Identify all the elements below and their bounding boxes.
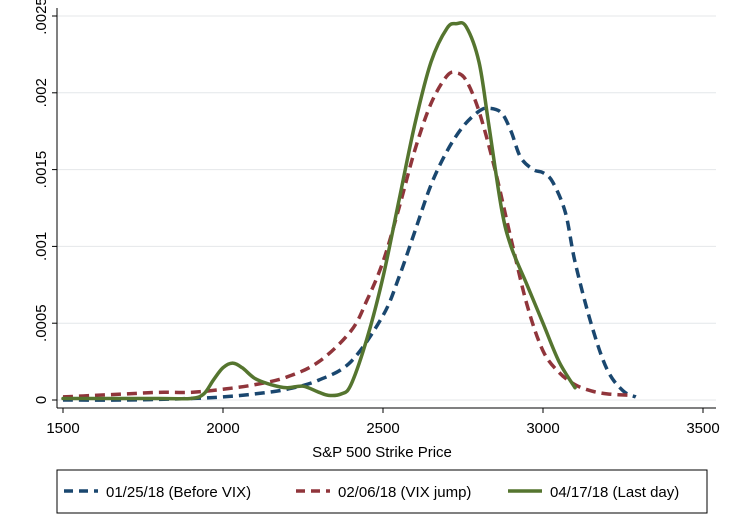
legend-label-1: 02/06/18 (VIX jump) [338,484,471,501]
x-tick-label-2: 2500 [366,420,399,437]
x-axis-title: S&P 500 Strike Price [312,444,452,461]
grid-lines [57,15,716,401]
axes: 0 .0005 .001 .0015 .002 .0025 1500 2000 2500 3000… [33,0,720,437]
series-line-0 [62,106,637,402]
y-tick-label-4: .002 [33,78,50,107]
legend: 01/25/18 (Before VIX) 02/06/18 (VIX jump)… [56,469,708,514]
x-tick-label-3: 3000 [526,420,559,437]
series-line-1 [62,70,633,399]
legend-box [56,469,708,514]
series-line-2 [61,20,577,401]
y-tick-label-5: .0025 [33,0,50,35]
legend-label-2: 04/17/18 (Last day) [550,484,679,501]
legend-label-0: 01/25/18 (Before VIX) [106,484,251,501]
x-tick-label-4: 3500 [686,420,719,437]
y-tick-label-3: .0015 [33,151,50,189]
y-tick-label-2: .001 [33,232,50,261]
x-tick-label-0: 1500 [46,420,79,437]
x-tick-label-1: 2000 [206,420,239,437]
y-tick-label-0: 0 [33,396,50,404]
y-tick-label-1: .0005 [33,304,50,342]
series-lines [61,20,637,402]
